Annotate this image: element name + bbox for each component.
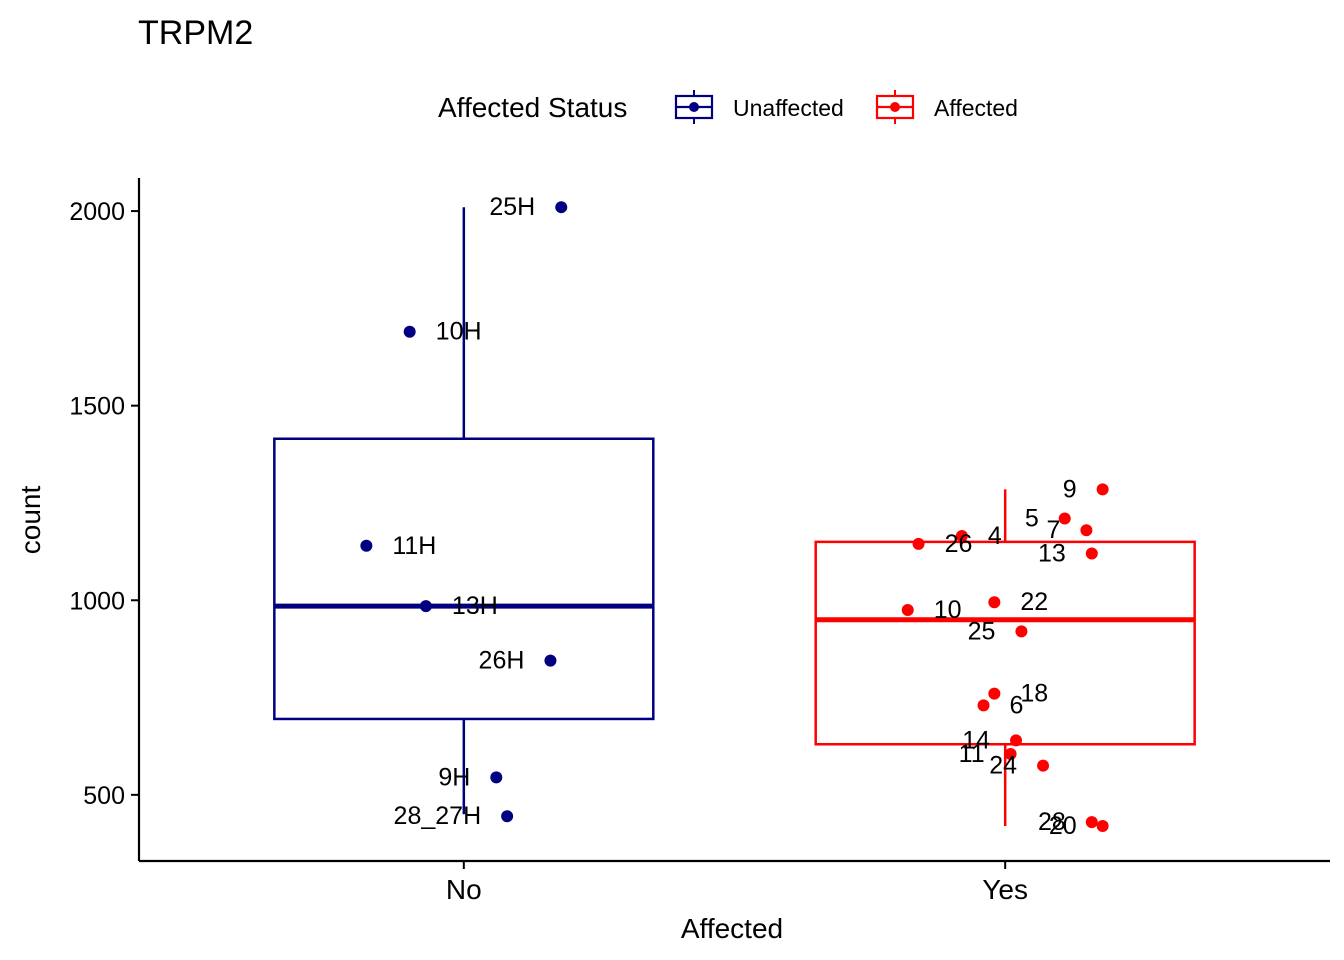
data-point xyxy=(490,771,503,784)
y-tick-label: 1000 xyxy=(69,587,125,615)
x-axis-title: Affected xyxy=(681,913,783,944)
point-label: 11 xyxy=(959,740,985,768)
data-point xyxy=(988,596,1001,609)
data-point xyxy=(1004,747,1017,760)
point-label: 7 xyxy=(1046,516,1060,544)
x-ticks: No Yes xyxy=(446,861,1028,905)
data-point xyxy=(403,325,416,338)
point-label: 28 xyxy=(1038,808,1066,836)
y-axis-title: count xyxy=(15,486,46,555)
legend-title: Affected Status xyxy=(438,92,627,123)
point-label: 24 xyxy=(989,752,1017,780)
y-tick-label: 1500 xyxy=(69,393,125,421)
data-point xyxy=(1080,524,1093,537)
y-ticks: 500 1000 1500 2000 xyxy=(69,198,139,810)
point-label: 5 xyxy=(1025,505,1039,533)
point-label: 20 xyxy=(1049,812,1077,840)
point-label: 13H xyxy=(452,592,498,620)
data-point xyxy=(419,600,432,613)
point-label: 4 xyxy=(988,522,1002,550)
data-point xyxy=(977,699,990,712)
axes: 500 1000 1500 2000 No Yes Affected count xyxy=(15,178,1330,944)
points xyxy=(360,201,1109,832)
data-point xyxy=(544,654,557,667)
data-point xyxy=(1085,547,1098,560)
legend-item-unaffected: Unaffected xyxy=(674,90,844,124)
box-unaffected xyxy=(273,207,655,815)
data-point xyxy=(1085,816,1098,829)
point-label: 9H xyxy=(438,763,470,791)
chart-title: TRPM2 xyxy=(138,14,253,52)
point-label: 26 xyxy=(945,530,973,558)
point-label: 13 xyxy=(1038,540,1066,568)
y-tick-label: 2000 xyxy=(69,198,125,226)
point-label: 11H xyxy=(392,532,436,560)
point-label: 25 xyxy=(968,617,996,645)
data-point xyxy=(901,603,914,616)
data-point xyxy=(1096,819,1109,832)
point-label: 14 xyxy=(962,726,990,754)
legend-key-point xyxy=(890,102,900,112)
data-point xyxy=(955,530,968,543)
legend-item-label: Unaffected xyxy=(733,95,844,121)
data-point xyxy=(1096,483,1109,496)
legend-item-affected: Affected xyxy=(875,90,1018,124)
data-point xyxy=(912,537,925,550)
iqr-box xyxy=(814,540,1196,746)
legend-item-label: Affected xyxy=(934,95,1018,121)
data-point xyxy=(1015,625,1028,638)
point-label: 26H xyxy=(479,647,525,675)
data-point xyxy=(1037,759,1050,772)
data-point xyxy=(988,687,1001,700)
point-label: 6 xyxy=(1010,691,1024,719)
point-label: 18 xyxy=(1020,680,1048,708)
x-tick-label: No xyxy=(446,874,482,905)
y-tick-label: 500 xyxy=(83,782,125,810)
boxes xyxy=(273,207,1196,826)
legend-items: Unaffected Affected xyxy=(674,90,1018,124)
iqr-box xyxy=(273,437,655,721)
point-label: 28_27H xyxy=(394,802,482,830)
point-label: 25H xyxy=(489,193,535,221)
data-point xyxy=(501,810,514,823)
point-label: 10 xyxy=(934,596,962,624)
data-point xyxy=(555,201,568,214)
data-point xyxy=(1058,512,1071,525)
data-point xyxy=(1010,734,1023,747)
point-label: 22 xyxy=(1020,588,1048,616)
legend-key-point xyxy=(689,102,699,112)
box-affected xyxy=(814,489,1196,826)
x-tick-label: Yes xyxy=(982,874,1028,905)
point-label: 9 xyxy=(1063,475,1077,503)
data-point xyxy=(360,539,373,552)
legend: Affected Status Unaffected Affected xyxy=(438,90,1018,124)
point-label: 10H xyxy=(436,318,482,346)
